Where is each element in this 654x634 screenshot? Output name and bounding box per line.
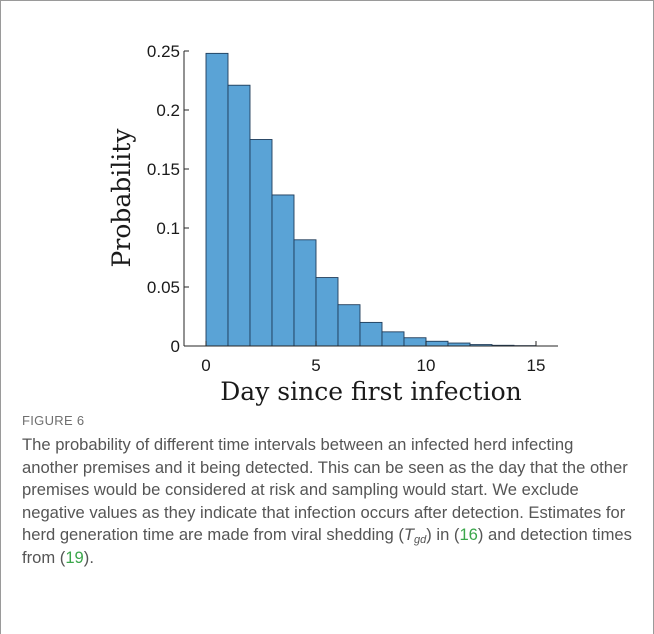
y-tick-label: 0.2	[156, 101, 180, 120]
reference-link-16[interactable]: 16	[459, 525, 478, 545]
x-tick-label: 10	[417, 356, 436, 375]
caption-text-mid1: ) in (	[426, 525, 460, 545]
histogram-bar-2	[249, 139, 273, 347]
histogram-bar-6	[337, 304, 361, 347]
y-axis-label: Probability	[107, 128, 136, 268]
caption-text-end: ).	[83, 547, 94, 567]
histogram-bar-10	[425, 340, 449, 347]
x-axis-label: Day since first infection	[220, 377, 521, 406]
reference-link-19[interactable]: 19	[65, 547, 84, 567]
caption-symbol: T	[403, 525, 414, 545]
y-tick-label: 0.15	[147, 160, 180, 179]
y-tick-label: 0	[171, 337, 180, 356]
bar-group	[205, 52, 537, 347]
tick-group: 0 0.05 0.1 0.15 0.2 0.25 0 5 10 15	[147, 42, 546, 375]
y-tick-label: 0.25	[147, 42, 180, 61]
histogram-bar-3	[271, 194, 295, 347]
caption-text-main: The probability of different time interv…	[22, 435, 628, 545]
histogram-chart: 0 0.05 0.1 0.15 0.2 0.25 0 5 10 15 Probability Da…	[107, 42, 558, 406]
y-tick-label: 0.1	[156, 219, 180, 238]
frame-left-border	[0, 0, 1, 634]
x-tick-label: 15	[527, 356, 546, 375]
figure-caption: The probability of different time interv…	[22, 434, 634, 570]
histogram-bar-7	[359, 321, 383, 347]
histogram-bar-5	[315, 277, 339, 347]
histogram-bar-4	[293, 239, 317, 347]
caption-subscript-text: gd	[414, 534, 427, 547]
x-tick-label: 5	[311, 356, 320, 375]
frame-top-border	[0, 0, 654, 1]
caption-subscript: gd	[414, 534, 426, 546]
histogram-bar-0	[205, 52, 229, 347]
figure-label: FIGURE 6	[22, 413, 85, 428]
axes-group	[183, 51, 558, 347]
histogram-bar-1	[227, 84, 251, 347]
histogram-bar-8	[381, 331, 405, 347]
y-tick-label: 0.05	[147, 278, 180, 297]
histogram-bar-9	[403, 337, 427, 347]
caption-text-mid2: ) and detection times from (	[22, 525, 632, 567]
x-tick-label: 0	[201, 356, 210, 375]
